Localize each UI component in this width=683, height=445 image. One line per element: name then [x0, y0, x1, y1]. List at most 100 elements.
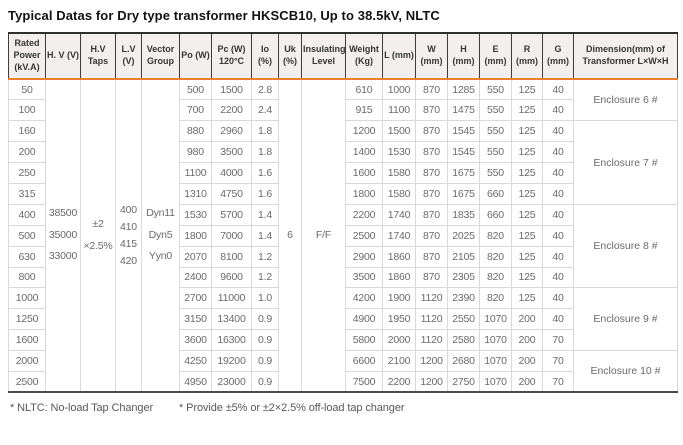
- cell-r: 125: [511, 245, 543, 268]
- cell-l: 1500: [382, 120, 416, 143]
- cell-weight: 3500: [345, 266, 383, 289]
- cell-pc: 16300: [211, 329, 252, 352]
- cell-h: 2105: [447, 245, 480, 268]
- cell-weight: 1600: [345, 162, 383, 184]
- table-row: 315 1310 4750 1.6 1800 1580 870 1675 660 125 40: [8, 182, 678, 205]
- cell-e: 550: [479, 141, 512, 164]
- cell-pc: 23000: [211, 370, 252, 393]
- cell-weight: 2900: [345, 245, 383, 268]
- cell-w: 1200: [415, 350, 448, 372]
- cell-e: 550: [479, 78, 512, 101]
- cell-l: 1530: [382, 141, 416, 164]
- cell-w: 1200: [415, 370, 448, 393]
- cell-io: 1.4: [251, 203, 279, 226]
- cell-g: 40: [542, 99, 574, 122]
- cell-po: 980: [179, 141, 212, 164]
- cell-g: 70: [542, 370, 574, 393]
- cell-r: 200: [511, 329, 543, 352]
- cell-w: 870: [415, 162, 448, 184]
- page-title: Typical Datas for Dry type transformer H…: [8, 8, 440, 23]
- table-body: 50 38500 35000 33000 ±2 ×2.5% 400 410 415 4…: [8, 78, 678, 393]
- cell-r: 125: [511, 182, 543, 205]
- cell-uk: 6: [278, 78, 302, 393]
- cell-e: 550: [479, 99, 512, 122]
- cell-g: 40: [542, 245, 574, 268]
- cell-po: 2400: [179, 266, 212, 289]
- cell-e: 820: [479, 245, 512, 268]
- cell-g: 40: [542, 203, 574, 226]
- cell-g: 40: [542, 287, 574, 310]
- cell-e: 660: [479, 182, 512, 205]
- col-header-e: E (mm): [479, 32, 512, 80]
- cell-e: 550: [479, 162, 512, 184]
- cell-po: 500: [179, 78, 212, 101]
- cell-l: 1860: [382, 266, 416, 289]
- cell-e: 820: [479, 266, 512, 289]
- cell-l: 1740: [382, 224, 416, 247]
- cell-r: 200: [511, 350, 543, 372]
- cell-io: 1.8: [251, 141, 279, 164]
- cell-pc: 9600: [211, 266, 252, 289]
- cell-e: 1070: [479, 350, 512, 372]
- table-row: 200 980 3500 1.8 1400 1530 870 1545 550 125 40: [8, 141, 678, 164]
- table-row: 100 700 2200 2.4 915 1100 870 1475 550 125 40: [8, 99, 678, 122]
- cell-weight: 6600: [345, 350, 383, 372]
- col-header-dimension: Dimension(mm) of Transformer L×W×H: [573, 32, 678, 80]
- cell-pc: 4750: [211, 182, 252, 205]
- cell-e: 1070: [479, 308, 512, 331]
- cell-pc: 3500: [211, 141, 252, 164]
- col-header-uk: Uk (%): [278, 32, 302, 80]
- cell-io: 1.2: [251, 266, 279, 289]
- cell-po: 700: [179, 99, 212, 122]
- cell-weight: 7500: [345, 370, 383, 393]
- cell-g: 40: [542, 224, 574, 247]
- cell-po: 4950: [179, 370, 212, 393]
- footnote-tap-changer: * Provide ±5% or ±2×2.5% off-load tap ch…: [179, 402, 405, 415]
- cell-hv: 38500 35000 33000: [45, 78, 81, 393]
- cell-lv: 400 410 415 420: [115, 78, 142, 393]
- cell-g: 40: [542, 162, 574, 184]
- cell-io: 0.9: [251, 350, 279, 372]
- cell-g: 70: [542, 350, 574, 372]
- table-row: 630 2070 8100 1.2 2900 1860 870 2105 820 125 40: [8, 245, 678, 268]
- cell-enclosure-label: Enclosure 10 #: [573, 350, 678, 393]
- cell-h: 1285: [447, 78, 480, 101]
- header-row: Rated Power (kV.A) H. V (V) H.V Taps L.V (V…: [8, 32, 678, 80]
- cell-po: 2700: [179, 287, 212, 310]
- cell-rated-power: 1250: [8, 308, 46, 331]
- table-header: Rated Power (kV.A) H. V (V) H.V Taps L.V (V…: [8, 32, 678, 80]
- cell-g: 40: [542, 308, 574, 331]
- cell-hv-taps: ±2 ×2.5%: [80, 78, 116, 393]
- cell-h: 2390: [447, 287, 480, 310]
- cell-rated-power: 630: [8, 245, 46, 268]
- cell-io: 1.4: [251, 224, 279, 247]
- cell-pc: 7000: [211, 224, 252, 247]
- cell-pc: 2960: [211, 120, 252, 143]
- cell-io: 2.8: [251, 78, 279, 101]
- cell-r: 125: [511, 120, 543, 143]
- cell-g: 40: [542, 120, 574, 143]
- cell-e: 820: [479, 224, 512, 247]
- cell-r: 125: [511, 287, 543, 310]
- cell-enclosure-label: Enclosure 9 #: [573, 287, 678, 352]
- cell-e: 1070: [479, 329, 512, 352]
- cell-weight: 4200: [345, 287, 383, 310]
- cell-r: 125: [511, 224, 543, 247]
- cell-po: 1100: [179, 162, 212, 184]
- cell-r: 125: [511, 99, 543, 122]
- cell-e: 550: [479, 120, 512, 143]
- cell-l: 1100: [382, 99, 416, 122]
- cell-enclosure-label: Enclosure 7 #: [573, 120, 678, 205]
- cell-r: 125: [511, 203, 543, 226]
- cell-po: 4250: [179, 350, 212, 372]
- cell-rated-power: 315: [8, 182, 46, 205]
- cell-w: 1120: [415, 287, 448, 310]
- cell-h: 1675: [447, 182, 480, 205]
- cell-weight: 5800: [345, 329, 383, 352]
- cell-enclosure-label: Enclosure 6 #: [573, 78, 678, 122]
- cell-g: 40: [542, 141, 574, 164]
- cell-w: 870: [415, 182, 448, 205]
- cell-h: 1475: [447, 99, 480, 122]
- cell-l: 1580: [382, 162, 416, 184]
- cell-io: 1.8: [251, 120, 279, 143]
